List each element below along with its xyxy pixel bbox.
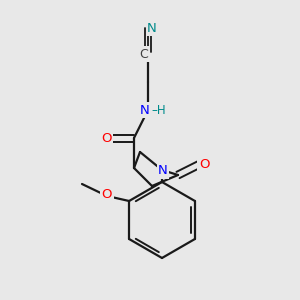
Text: O: O [101,131,111,145]
Text: O: O [102,188,112,200]
Text: C: C [140,47,148,61]
Text: –H: –H [152,103,166,116]
Text: N: N [140,103,150,116]
Text: N: N [158,164,168,178]
Text: O: O [199,158,209,170]
Text: N: N [147,22,157,34]
